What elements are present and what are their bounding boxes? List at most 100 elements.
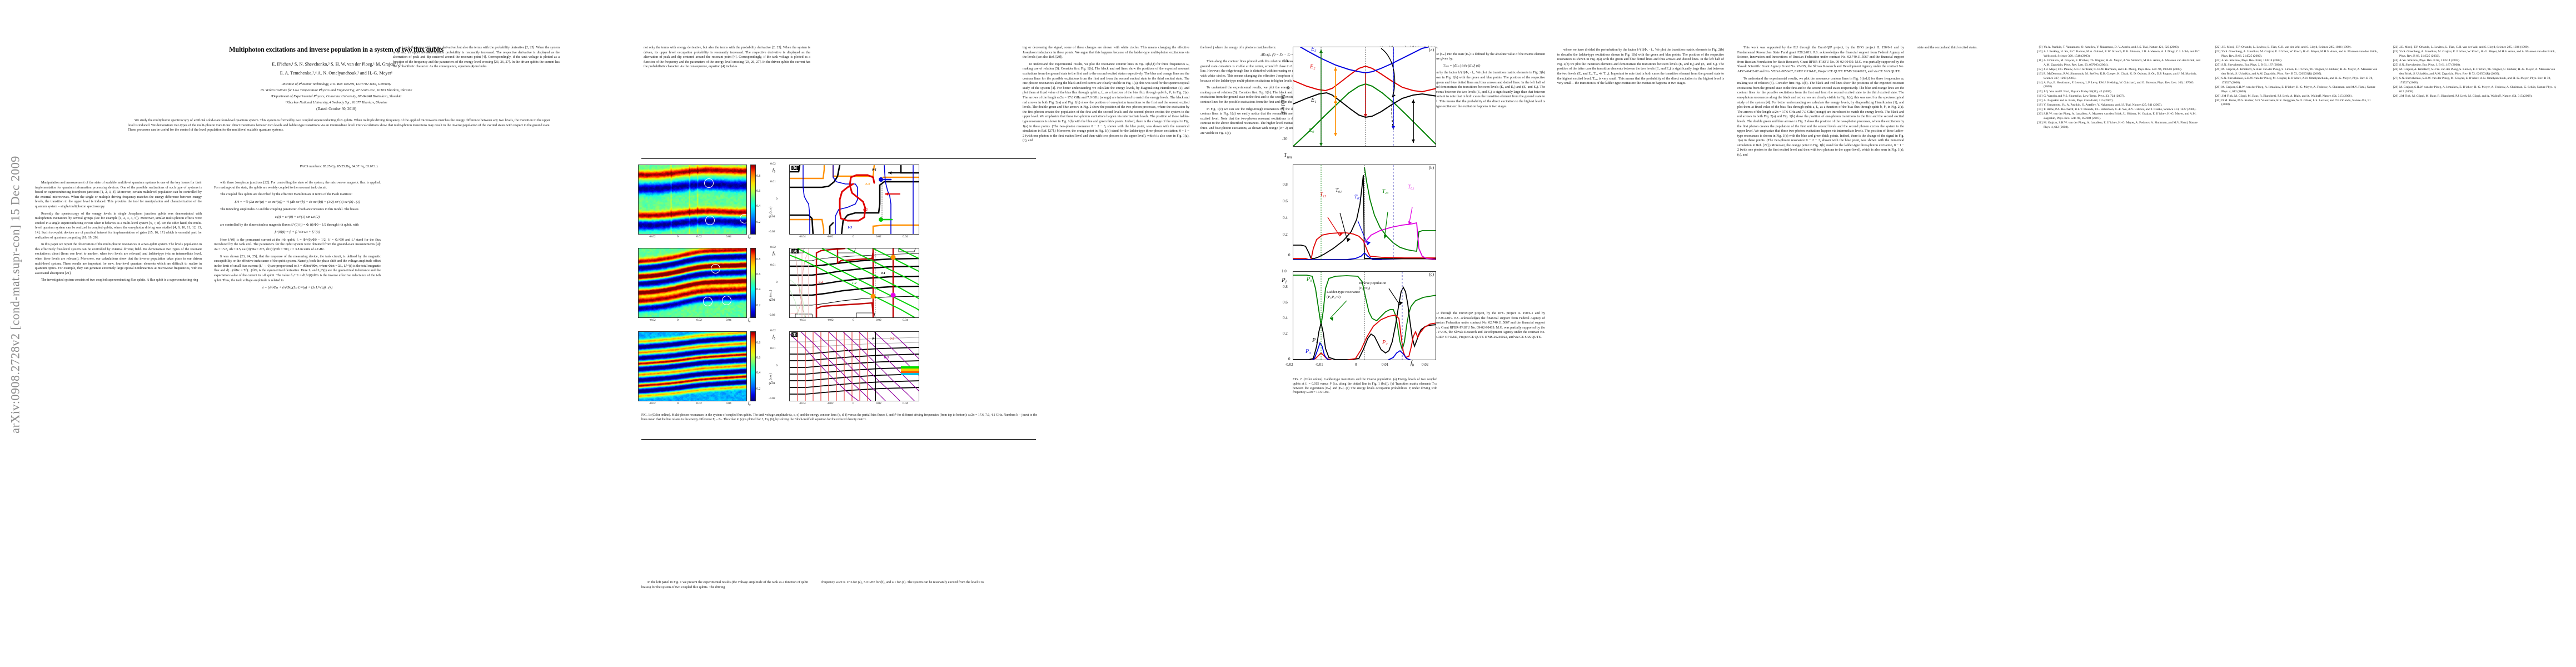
x-tick: -0.01: [1315, 362, 1323, 367]
x-tick: -0.02: [649, 235, 656, 238]
paragraph: To understand the experimental results, …: [1023, 62, 1189, 143]
series-label-E3: E₃: [1311, 47, 1317, 52]
page-1: Multiphoton excitations and inverse popu…: [31, 0, 642, 667]
series-label-P2: P₂: [1382, 340, 1388, 346]
y-tick: 0.2: [1283, 232, 1288, 237]
x-tick: -0.04: [799, 235, 806, 238]
series-label-P1: P₁: [1312, 337, 1318, 344]
colorbar-tick: 0.2: [756, 220, 761, 224]
y-tick: 0.02: [770, 246, 776, 249]
x-tick: 0.02: [876, 318, 881, 322]
reference-item: [30] D.M. Berns, M.S. Rudner, S.O. Valenz…: [2215, 98, 2371, 107]
fig1-panel-d: 0.02 0.01 0 -0.01 -0.02 fb (d): [769, 246, 923, 322]
contour-d-svg: [790, 248, 919, 317]
y-tick: 0.4: [1283, 316, 1288, 320]
figure-rule-bottom: [641, 439, 1036, 440]
series-label-T03: T₀₃: [1354, 194, 1361, 200]
figure-2: (a): [1273, 47, 1445, 394]
paragraph: with three Josephson junctions [22]. For…: [214, 181, 381, 190]
paragraph: where we have divided the perturbation b…: [1378, 71, 1545, 108]
heatmap-a: [638, 165, 747, 235]
affiliation-4: ⁴Kharkov National University, 4 Svobody …: [285, 101, 387, 104]
paragraph: Recently the spectroscopy of the energy …: [35, 212, 202, 240]
y-tick: -10: [1282, 111, 1288, 116]
contour-label-23: 2-3: [865, 183, 870, 186]
reference-item: [28] M. Grajcar, S.H.W. van der Ploeg, A.…: [2393, 85, 2557, 93]
x-axis-label-a: fa: [748, 234, 751, 240]
series-label-P3: P₃: [1306, 349, 1311, 355]
panel-tag-b: (b): [1428, 165, 1434, 170]
y-tick: 0: [776, 197, 778, 201]
y-tick: 0.8: [1283, 182, 1288, 187]
fig2-panel-c: (c): [1293, 271, 1436, 360]
reference-item: [23] Ya.S. Greenberg, A. Izmalkov, M. Gra…: [2393, 50, 2556, 58]
arxiv-stamp-text: arXiv:0908.2728v2 [cond-mat.supr-con] 15…: [8, 156, 23, 434]
paragraph: ing or decreasing the signal; some of th…: [1023, 46, 1189, 59]
paragraph: not only the terms with energy derivativ…: [393, 46, 560, 69]
y-tick: 10: [1284, 59, 1288, 63]
reference-item: [22] J.E. Mooij, T.P. Orlando, L. Levitov…: [2393, 46, 2529, 49]
fig2c-y-axis-label: Pi: [1282, 277, 1287, 285]
paragraph: It was shown [23, 24, 25], that the resp…: [214, 255, 381, 282]
fig1-panel-c: 0.8 0.6 0.4 0.2 VT (a.u.) -0.02 0 0.02 0…: [638, 248, 773, 323]
y-tick: 0.6: [1283, 199, 1288, 203]
paragraph: Then along the contour lines plotted wit…: [1200, 60, 1367, 83]
y-tick: 1.0: [1282, 269, 1287, 273]
contour-label-02: 0-2: [863, 208, 868, 212]
reference-item: [29] J.M Fink, M. Göppl, M. Baur, R. Bian…: [2393, 94, 2533, 98]
p3-col0: ing or decreasing the signal; some of th…: [1023, 46, 1189, 146]
equation-6: Tₙₘ = |⟨Eₘ| ∂/∂ε |Eₙ⟩| (6): [1443, 63, 1481, 68]
y-tick: -0.02: [769, 230, 775, 233]
y-axis-label-d: fb: [773, 251, 776, 257]
reference-item: [21] M. Grajcar, S.H.W. van der Ploeg, A.…: [2037, 121, 2198, 129]
x-tick: -0.02: [649, 318, 656, 322]
colorbar-tick: 0.6: [756, 190, 761, 193]
pacs-numbers: PACS numbers: 85.25.Cp, 85.25.Dq, 84.37.…: [300, 165, 378, 168]
paragraph: not only the terms with energy derivativ…: [644, 46, 810, 69]
paragraph: The investigated system consists of two …: [41, 278, 198, 282]
x-tick: -0.02: [649, 402, 656, 405]
highlight-circle: [722, 296, 731, 305]
y-tick: 0: [1288, 253, 1291, 257]
reference-item: [16] G. Wendin and V.S. Shumeiko, Low Tem…: [2037, 94, 2125, 98]
contour-label-13: 1-3: [848, 226, 852, 230]
panel-tag-b: (b): [791, 166, 799, 170]
colorbar-tick: 0.8: [756, 257, 761, 261]
p2-col2-bottom: frequency ω/2π is 17.6 for (a), 7.0 GHz …: [821, 580, 988, 588]
reference-item: [26] M. Grajcar, A. Izmalkov, S.H.W. van …: [2215, 68, 2378, 76]
x-tick: 0.02: [696, 402, 702, 405]
highlight-circle: [703, 297, 712, 306]
reference-item: [24] A.Yu. Smirnov, Phys. Rev. B 68, 1345…: [2393, 58, 2460, 62]
colorbar-a: 0.8 0.6 0.4 0.2: [750, 165, 760, 235]
series-label-E1: E₁: [1311, 97, 1317, 103]
x-tick: 0.04: [903, 402, 908, 405]
figure-1: 0.8 0.6 0.4 0.2 VT (a.u.) -0.02 0 0.02 0…: [638, 162, 1049, 487]
reference-item: [17] A. Zagoskin and A. Blais, Phys. Cana…: [2037, 98, 2114, 102]
x-tick: 0.04: [726, 402, 731, 405]
colorbar-tick: 0.2: [756, 387, 761, 391]
paragraph: The coupled flux qubits are described by…: [220, 193, 352, 197]
highlight-circle: [704, 178, 714, 188]
y-tick: 0.02: [770, 329, 776, 332]
reference-item: [19] T. Hime, P.A. Reichardt, B.L.T. Plou…: [2037, 108, 2196, 112]
paragraph: Here fᵢ^(0) is the permanent current at …: [214, 238, 381, 251]
figure-rule-top: [641, 158, 1036, 159]
contour-b: (b): [789, 165, 919, 235]
paragraph: This work was supported by the EU throug…: [1737, 46, 1904, 73]
reference-item: [12] J.B. Majer, F.G. Paauw, A.C.J. ter H…: [2037, 67, 2183, 71]
paper-title: Multiphoton excitations and inverse popu…: [229, 46, 444, 53]
series-label-T02: T₀₂: [1408, 184, 1414, 190]
x-tick: -0.02: [827, 235, 834, 238]
references-column-right: [22] J.E. Mooij, T.P. Orlando, L. Levitov…: [2390, 46, 2557, 99]
contour-f: (f): [789, 331, 919, 401]
reference-item: [25] S.N. Shevchenko, Eur. Phys. J. B 61,…: [2393, 63, 2461, 67]
contour-label-01: 0-1: [872, 337, 876, 341]
series-label-T23: T₂₃: [1382, 188, 1389, 194]
contour-label-02: 0-2: [819, 281, 823, 284]
reference-item: [15] J.Q. You and F. Nori, Physics Today …: [2037, 89, 2112, 93]
colorbar-tick: 0.4: [756, 371, 761, 375]
fig1-panel-f: 0.02 0.01 0 -0.01 -0.02 fb (f): [769, 329, 923, 406]
x-tick: -0.02: [827, 402, 834, 405]
contour-label-01: 0-1: [881, 272, 885, 275]
p2-col1-top: not only the terms with energy derivativ…: [644, 46, 810, 72]
